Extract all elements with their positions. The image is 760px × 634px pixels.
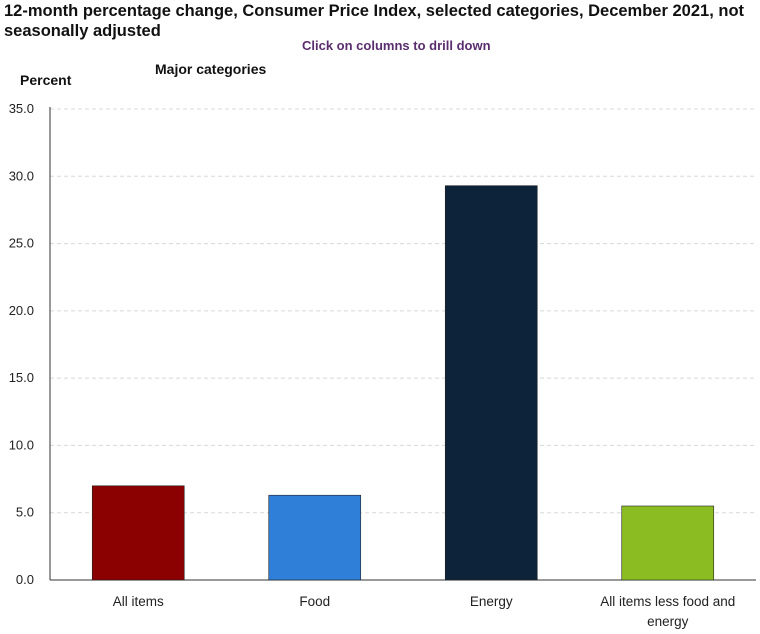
- y-tick-label: 15.0: [9, 370, 34, 385]
- x-tick-label: Food: [299, 594, 330, 609]
- y-tick-label: 0.0: [16, 572, 34, 587]
- bar[interactable]: [621, 505, 715, 581]
- y-tick-label: 10.0: [9, 437, 34, 452]
- bar[interactable]: [444, 185, 538, 581]
- y-axis-label: Percent: [20, 72, 72, 88]
- x-tick-label: Energy: [470, 594, 513, 609]
- y-tick-label: 30.0: [9, 168, 34, 183]
- x-tick-label: All items less food and: [600, 594, 735, 609]
- drill-down-hint: Click on columns to drill down: [302, 38, 491, 53]
- y-tick-label: 25.0: [9, 236, 34, 251]
- x-tick-label: energy: [647, 614, 689, 629]
- bar[interactable]: [91, 485, 185, 581]
- bar[interactable]: [268, 494, 362, 581]
- y-tick-label: 20.0: [9, 303, 34, 318]
- y-tick-label: 35.0: [9, 101, 34, 116]
- chart-title: 12-month percentage change, Consumer Pri…: [4, 2, 745, 40]
- chart-subtitle: Major categories: [155, 61, 267, 77]
- x-tick-label: All items: [113, 594, 164, 609]
- y-tick-label: 5.0: [16, 505, 34, 520]
